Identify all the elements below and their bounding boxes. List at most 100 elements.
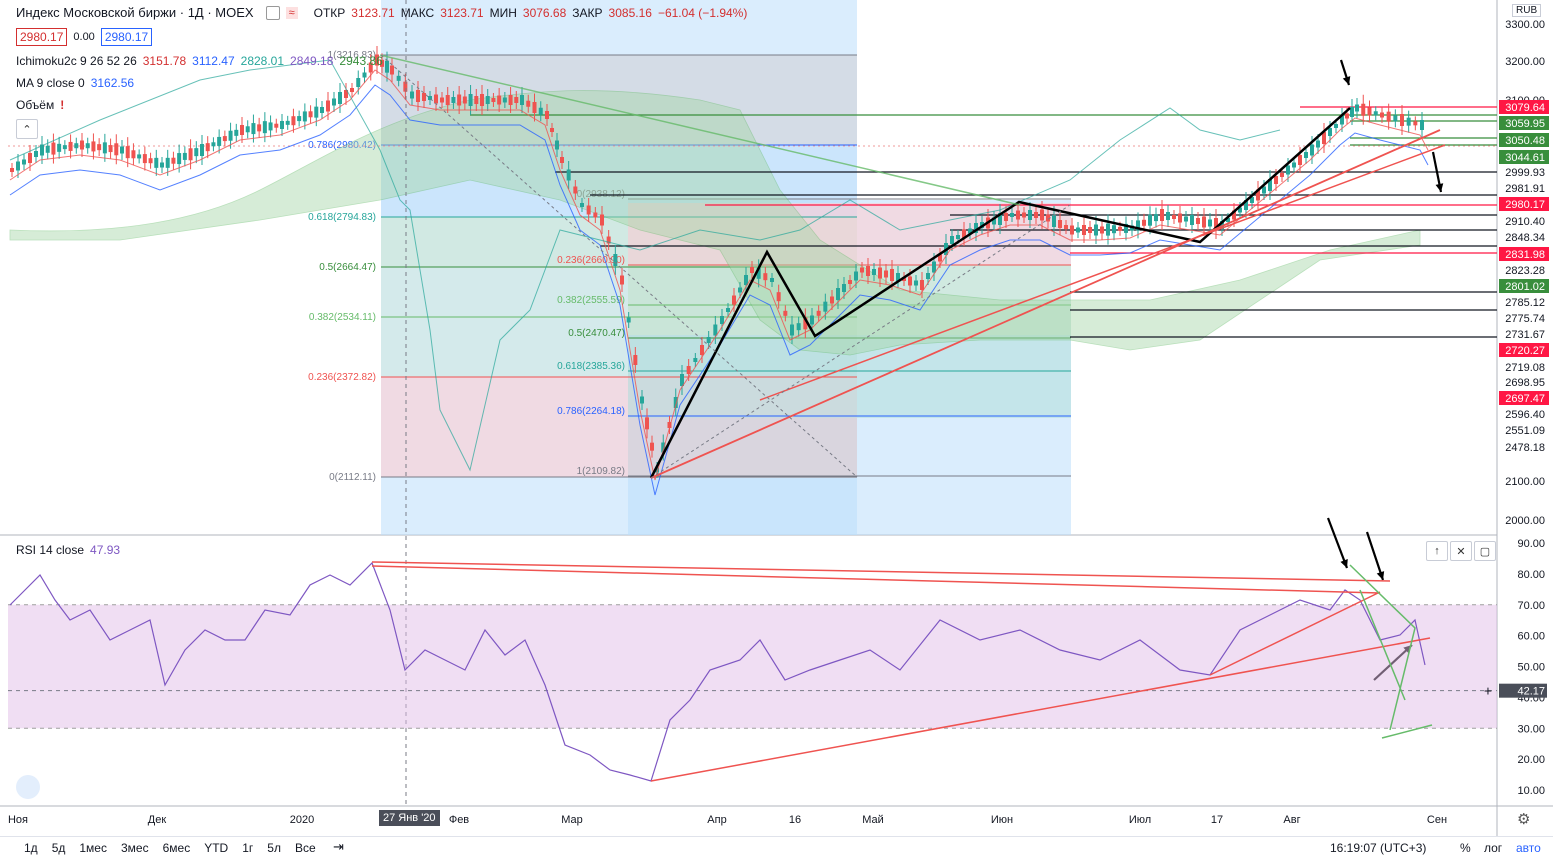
log-toggle[interactable]: лог [1484,841,1503,855]
candle-body [1340,115,1344,125]
clock-time[interactable]: 16:19:07 (UTC+3) [1330,841,1427,855]
candle-body [872,269,876,275]
candle-body [1292,162,1296,168]
candle-body [188,148,193,161]
move-pane-up-button[interactable]: ↑ [1426,541,1448,561]
candle-body [1196,218,1200,224]
candle-body [803,317,808,330]
tenkan-line [9,69,1429,481]
percent-toggle[interactable]: % [1460,841,1471,855]
candle-body [34,151,38,157]
candle-body [968,228,972,234]
candle-body [1334,124,1338,128]
price-level-label: 2848.34 [1505,232,1545,244]
close-pane-button[interactable]: ✕ [1450,541,1472,561]
close-value: 3085.16 [608,5,652,20]
gear-icon[interactable]: ⚙ [1517,811,1531,828]
time-axis-label: Авг [1283,814,1300,826]
candle-body [451,97,456,103]
price-level-label: 2981.91 [1505,183,1545,195]
candle-body [1406,117,1411,126]
warning-icon: ! [60,98,65,112]
candle-body [28,153,32,163]
rsi-crosshair-value: 42.17 [1517,686,1545,698]
candle-body [177,153,182,165]
candle-body [182,152,187,160]
time-axis-label: Ноя [8,814,28,826]
candle-body [1190,215,1194,225]
range-button-1мес[interactable]: 1мес [79,841,107,855]
range-button-Все[interactable]: Все [294,841,316,855]
rsi-green-bottom [1381,724,1433,739]
range-button-3мес[interactable]: 3мес [120,841,149,855]
range-button-YTD[interactable]: YTD [204,841,229,855]
candle-body [22,159,26,165]
range-button-5д[interactable]: 5д [51,841,66,855]
candle-body [502,97,507,103]
candle-body [368,62,373,73]
candle-body [796,323,801,331]
candle-body [667,422,672,428]
candle-body [661,442,666,453]
candle-body [992,217,996,225]
date-range-icon[interactable]: ⇥ [333,839,344,854]
price-level-badge [1499,133,1549,147]
price-axis-tick: 2000.00 [1505,515,1545,527]
ma-label: MA 9 close 0 [16,76,85,90]
buy-button[interactable]: 2980.17 [100,28,153,46]
price-level-label: 2731.67 [1505,329,1545,341]
price-level-label: 2823.28 [1505,265,1545,277]
ma-legend[interactable]: MA 9 close 0 3162.56 [16,76,134,90]
time-axis-label: Фев [449,814,469,826]
candle-body [440,97,444,103]
candle-body [1361,103,1366,116]
candle-body [120,146,124,154]
crosshair-plus-icon: + [1484,683,1492,699]
tradingview-logo-icon[interactable] [16,775,40,799]
candle-body [650,442,654,451]
collapse-legend-button[interactable]: ⌃ [16,119,38,139]
maximize-pane-button[interactable]: ▢ [1474,541,1496,561]
compare-icon[interactable] [265,5,280,20]
candle-body [1214,218,1218,230]
candle-body [1034,212,1038,218]
candle-body [626,317,631,323]
auto-toggle[interactable]: авто [1516,841,1541,855]
ichimoku-legend[interactable]: Ichimoku2c 9 26 52 26 3151.78 3112.47 28… [16,54,383,68]
candle-body [560,157,564,163]
rsi-legend[interactable]: RSI 14 close 47.93 [16,543,120,557]
range-button-5л[interactable]: 5л [267,841,281,855]
sell-button[interactable]: 2980.17 [16,28,68,46]
candle-body [1420,120,1424,130]
candle-body [1238,207,1242,213]
price-level-badge [1499,391,1549,405]
price-level-label: 2775.74 [1505,313,1545,325]
rsi-arrow-1-shaft [1326,517,1349,569]
candle-body [842,284,846,292]
range-button-1д[interactable]: 1д [24,841,38,855]
symbol-title[interactable]: Индекс Московской биржи · 1Д · MOEX [16,5,254,20]
rsi-green-line [1359,589,1406,701]
candle-body [428,96,432,100]
range-button-1г[interactable]: 1г [242,841,254,855]
candle-body [1124,223,1128,233]
candle-body [171,157,176,164]
candle-body [1058,220,1062,228]
candle-body [1106,223,1110,236]
candle-body [302,111,307,122]
candle-body [410,91,414,99]
fib-left-label: 0.382(2534.11) [309,312,376,323]
ichimoku-value-5: 2943.86 [339,54,383,68]
candle-body [102,142,107,154]
candle-body [320,107,324,113]
candle-body [508,95,513,105]
volume-legend[interactable]: Объём ! [16,98,64,112]
rsi-axis-tick: 60.00 [1517,631,1545,643]
candle-body [878,267,882,279]
fib-right-label: 0.236(2660.90) [557,255,625,266]
market-status-icon[interactable]: ≈ [285,6,298,19]
range-button-6мес[interactable]: 6мес [162,841,191,855]
currency-badge[interactable]: RUB [1512,4,1542,17]
ichimoku-label: Ichimoku2c 9 26 52 26 [16,54,137,68]
